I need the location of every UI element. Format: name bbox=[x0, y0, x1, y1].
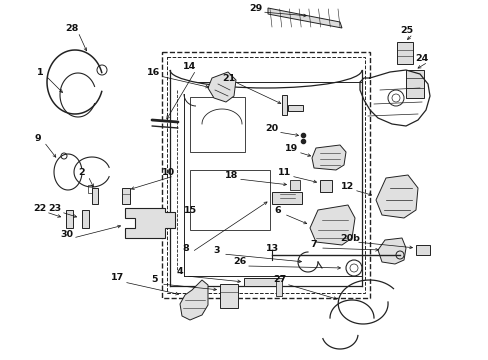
Bar bbox=[405, 70, 423, 98]
Text: 20b: 20b bbox=[339, 234, 359, 243]
Text: 24: 24 bbox=[414, 54, 428, 63]
Text: 12: 12 bbox=[341, 181, 354, 190]
Bar bbox=[88, 185, 92, 193]
Text: 22: 22 bbox=[33, 203, 46, 212]
Text: 28: 28 bbox=[65, 23, 79, 32]
Polygon shape bbox=[180, 280, 207, 320]
Bar bbox=[287, 105, 303, 111]
Text: 16: 16 bbox=[147, 68, 160, 77]
Text: 30: 30 bbox=[61, 230, 73, 239]
Bar bbox=[275, 278, 282, 296]
Text: 23: 23 bbox=[48, 203, 61, 212]
Bar bbox=[190, 97, 244, 152]
Polygon shape bbox=[125, 208, 175, 238]
Bar bbox=[271, 192, 302, 204]
Text: 5: 5 bbox=[151, 275, 158, 284]
Text: 18: 18 bbox=[225, 171, 238, 180]
Polygon shape bbox=[207, 72, 236, 102]
Text: 13: 13 bbox=[265, 243, 278, 252]
Bar bbox=[66, 210, 73, 228]
Bar bbox=[92, 188, 98, 204]
Polygon shape bbox=[377, 238, 405, 264]
Text: 10: 10 bbox=[161, 167, 174, 176]
Text: 15: 15 bbox=[183, 206, 196, 215]
Polygon shape bbox=[375, 175, 417, 218]
Bar bbox=[122, 188, 130, 204]
Text: 21: 21 bbox=[222, 73, 235, 82]
Bar bbox=[282, 95, 286, 115]
Text: 25: 25 bbox=[400, 26, 413, 35]
Text: 20: 20 bbox=[265, 123, 278, 132]
Bar bbox=[162, 52, 369, 298]
Bar bbox=[396, 42, 412, 64]
Text: 27: 27 bbox=[273, 275, 286, 284]
Polygon shape bbox=[267, 8, 341, 28]
Bar bbox=[167, 57, 364, 293]
Bar bbox=[415, 245, 429, 255]
Polygon shape bbox=[311, 145, 346, 170]
Text: 26: 26 bbox=[233, 257, 246, 266]
Text: 2: 2 bbox=[79, 167, 85, 176]
Bar bbox=[289, 180, 299, 190]
Bar bbox=[319, 180, 331, 192]
Text: 6: 6 bbox=[274, 206, 281, 215]
Text: 7: 7 bbox=[310, 239, 317, 248]
Text: 29: 29 bbox=[249, 4, 262, 13]
Bar bbox=[82, 210, 89, 228]
Bar bbox=[190, 170, 269, 230]
Text: 17: 17 bbox=[111, 274, 124, 283]
Text: 9: 9 bbox=[35, 134, 41, 143]
Text: 11: 11 bbox=[278, 167, 291, 176]
Text: 8: 8 bbox=[182, 243, 189, 252]
Text: 4: 4 bbox=[176, 267, 183, 276]
Text: 19: 19 bbox=[285, 144, 298, 153]
Bar bbox=[244, 278, 279, 286]
Text: 14: 14 bbox=[183, 62, 196, 71]
Text: 3: 3 bbox=[213, 246, 220, 255]
Bar bbox=[220, 284, 238, 308]
Polygon shape bbox=[309, 205, 354, 245]
Text: 1: 1 bbox=[37, 68, 43, 77]
